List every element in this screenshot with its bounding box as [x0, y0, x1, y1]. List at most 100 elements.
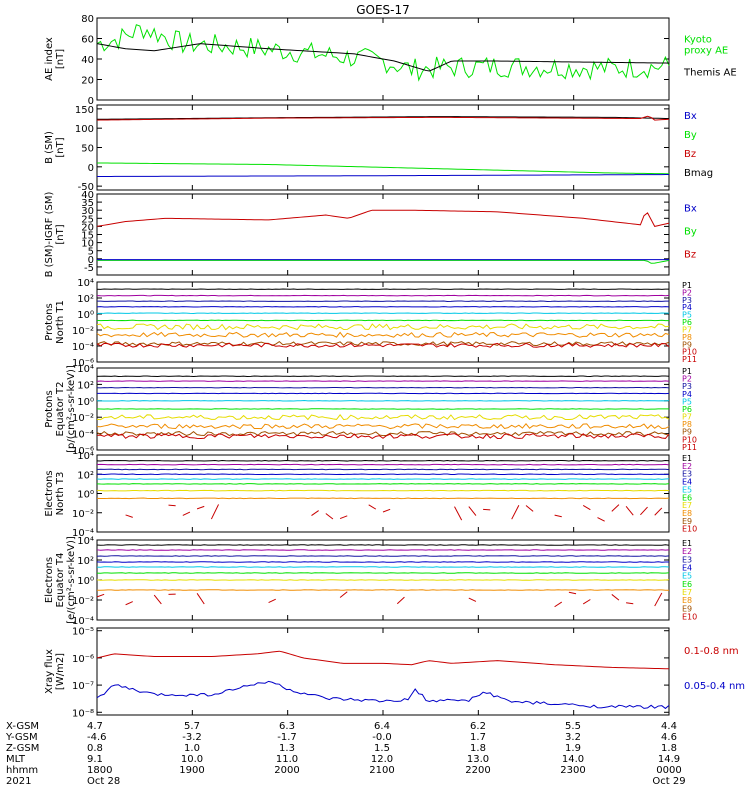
- y-tick-label: 50: [81, 144, 94, 155]
- series-segment-e9: [182, 511, 191, 516]
- channel-label: P4: [682, 303, 692, 312]
- legend-label-line: Bz: [684, 250, 696, 261]
- legend-label: Bz: [684, 250, 696, 261]
- y-tick-label: 10⁰: [77, 397, 94, 408]
- y-axis-label: ProtonsEquator T2[p/(cm²-s-sr-keV)]: [44, 365, 77, 453]
- channel-label: P11: [682, 355, 697, 364]
- orbit-value: 6.3: [279, 721, 295, 732]
- series-e6: [96, 483, 670, 485]
- channel-label: E3: [682, 470, 692, 479]
- y-axis-label-line: [nT]: [55, 224, 66, 244]
- y-tick-label: 20: [81, 222, 94, 233]
- series-segment-e9: [468, 506, 477, 516]
- legend-label-line: 0.05-0.4 nm: [684, 681, 745, 692]
- y-tick-label: 10⁻⁶: [72, 446, 94, 457]
- series-p9: [96, 430, 670, 437]
- channel-label: E7: [682, 501, 692, 510]
- y-axis-label-line: Protons: [44, 390, 55, 427]
- y-axis-label: ElectronsNorth T3: [44, 470, 66, 516]
- series-segment-e9: [325, 513, 334, 520]
- series-segment-e9: [368, 504, 377, 510]
- legend-label-line: Bmag: [684, 168, 713, 179]
- y-tick-label: 10⁻²: [72, 413, 94, 424]
- orbit-value: 2200: [465, 765, 490, 776]
- channel-label: P5: [682, 397, 692, 406]
- series-0-05-0-4-nm: [96, 680, 670, 710]
- legend-label-line: Bx: [684, 203, 697, 214]
- orbit-row-label: Z-GSM: [6, 743, 39, 754]
- series-by: [96, 162, 670, 175]
- series-0-1-0-8-nm: [96, 650, 670, 670]
- orbit-value: 12.0: [371, 754, 393, 765]
- y-axis-label-line: B (SM): [44, 131, 55, 164]
- y-tick-label: 150: [75, 105, 94, 116]
- channel-label: P7: [682, 413, 692, 422]
- panel-bsm: -50 0 50 100 150 B (SM)[nT] Bx By Bz Bmag: [44, 104, 713, 193]
- y-tick-label: 10⁻⁴: [72, 342, 94, 353]
- y-axis-label-line: AE index: [44, 37, 55, 81]
- channel-label: P10: [682, 435, 697, 444]
- channel-label: P8: [682, 333, 692, 342]
- series-segment-e9: [382, 508, 391, 513]
- y-axis-label-line: Electrons: [44, 557, 55, 603]
- series-by: [97, 259, 670, 264]
- orbit-value: 1.9: [565, 743, 581, 754]
- y-tick-label: 0: [88, 163, 94, 174]
- y-tick-label: 10⁻²: [72, 596, 94, 607]
- legend-label: Bx: [684, 111, 697, 122]
- channel-label: E8: [682, 596, 692, 605]
- channel-label: P1: [682, 367, 692, 376]
- series-segment-e9: [153, 594, 162, 605]
- panel-en: 10⁴ 10² 10⁰ 10⁻² 10⁻⁴ ElectronsNorth T3 E1E2E3…: [44, 451, 697, 539]
- channel-label: P3: [682, 382, 692, 391]
- series-e7: [96, 579, 670, 581]
- orbit-value: 5.7: [184, 721, 200, 732]
- panel-xray: 10⁻⁵ 10⁻⁶ 10⁻⁷ 10⁻⁸ Xray flux[W/m2] 0.1-0.8 n…: [44, 627, 745, 720]
- channel-label: E1: [682, 454, 692, 463]
- legend-label: By: [684, 227, 697, 238]
- channel-label: E5: [682, 485, 692, 494]
- legend-label: Bmag: [684, 168, 713, 179]
- y-tick-label: 10²: [77, 294, 94, 305]
- y-tick-label: 25: [81, 214, 94, 225]
- channel-label: E9: [682, 517, 692, 526]
- y-axis-label-line: North T3: [55, 472, 66, 516]
- legend-label: Kyoto proxy AE: [684, 35, 728, 57]
- orbit-value: 10.0: [181, 754, 203, 765]
- legend-label-line: By: [684, 227, 697, 238]
- series-p7: [96, 413, 670, 421]
- legend-label: Bx: [684, 203, 697, 214]
- panel-frame: [96, 454, 670, 533]
- y-tick-label: 0: [88, 255, 94, 266]
- y-tick-label: 40: [81, 190, 94, 201]
- channel-label: E2: [682, 547, 692, 556]
- panel-frame: [96, 193, 670, 276]
- series-segment-e9: [96, 593, 105, 598]
- legend-label-line: Bx: [684, 111, 697, 122]
- channel-label: P5: [682, 311, 692, 320]
- channel-label: P1: [682, 281, 692, 290]
- y-tick-label: 0: [88, 96, 94, 107]
- channel-label: E8: [682, 509, 692, 518]
- orbit-value: 3.2: [565, 732, 581, 743]
- series-themis-ae: [96, 43, 670, 72]
- y-axis-label: B (SM)[nT]: [44, 131, 66, 164]
- y-axis-label: B (SM)-IGRF (SM)[nT]: [44, 192, 66, 278]
- channel-label: E6: [682, 580, 692, 589]
- series-segment-e9: [640, 506, 648, 516]
- series-p10: [96, 342, 670, 348]
- y-axis-label-line: [nT]: [55, 137, 66, 157]
- series-kyoto-proxy-ae: [96, 24, 670, 82]
- channel-label: E4: [682, 563, 692, 572]
- series-segment-e9: [625, 506, 634, 516]
- series-p8: [96, 331, 670, 338]
- y-tick-label: 10⁴: [77, 364, 94, 375]
- orbit-value: 13.0: [467, 754, 489, 765]
- series-e4: [96, 473, 670, 476]
- orbit-row-label: hhmm: [6, 765, 38, 776]
- channel-label: E6: [682, 493, 692, 502]
- orbit-value: 2000: [274, 765, 299, 776]
- y-tick-label: 10⁻⁷: [72, 681, 94, 692]
